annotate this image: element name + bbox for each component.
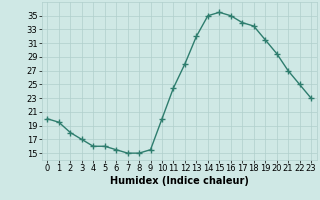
- X-axis label: Humidex (Indice chaleur): Humidex (Indice chaleur): [110, 176, 249, 186]
